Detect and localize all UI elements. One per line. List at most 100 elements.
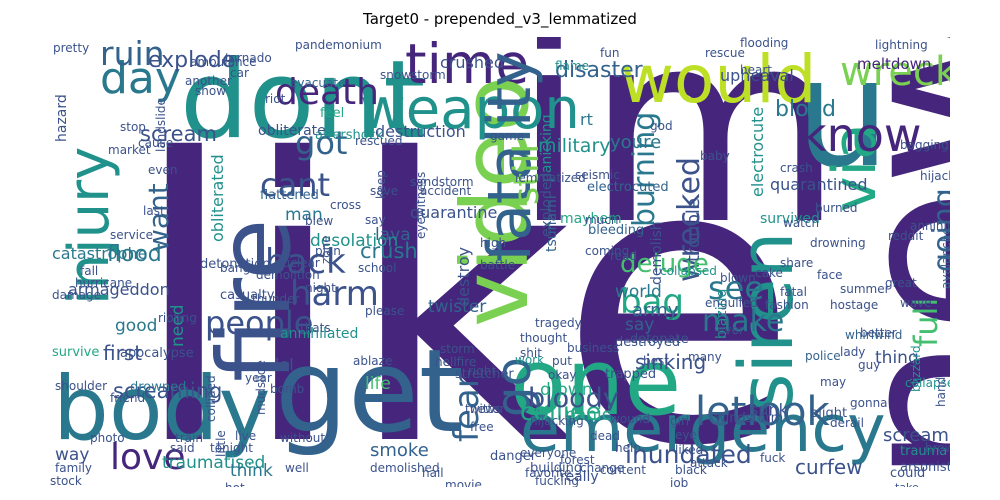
word-windstorm: windstorm	[715, 411, 784, 426]
word-body: body	[53, 357, 271, 460]
word-may: may	[820, 375, 847, 389]
word-annihilated: annihilated	[280, 326, 359, 342]
word-flattened: flattened	[260, 188, 319, 203]
word-detonation: detonation	[200, 257, 271, 272]
word-thunder: thunder	[252, 292, 300, 306]
word-see: see	[708, 269, 765, 307]
word-electrocuted: electrocuted	[587, 180, 669, 195]
word-high: high	[480, 236, 507, 250]
word-apocalypse: apocalypse	[120, 346, 194, 361]
word-hijacking: hijacking	[530, 414, 584, 428]
word-love: love	[110, 437, 186, 478]
word-bang: bang	[220, 261, 251, 275]
word-first: first	[103, 341, 143, 365]
word-demolition: demolition	[256, 268, 320, 282]
word-back: back	[265, 242, 346, 282]
word-snowstorm: snowstorm	[380, 68, 446, 82]
word-cloud: like im new dont u get body one emergency would ti…	[50, 37, 950, 487]
word-rt: rt	[580, 110, 593, 129]
word-face: face	[817, 268, 843, 282]
word-pandemonium: pandemonium	[295, 38, 382, 52]
word-stretcher: stretcher	[455, 367, 514, 382]
word-trouble: trouble	[683, 198, 704, 262]
word-free: free	[470, 420, 494, 434]
word-ablaze: ablaze	[353, 354, 393, 368]
word-ambulance: ambulance	[190, 55, 257, 69]
word-avalanche: avalanche	[939, 227, 950, 289]
word-drowning: drowning	[810, 236, 866, 250]
word-crushed: crushed	[440, 53, 504, 72]
word-engulfed: engulfed	[705, 296, 758, 310]
word-flood: flood	[107, 242, 162, 267]
word-say: say	[625, 315, 655, 335]
word-black: black	[675, 463, 707, 477]
word-seismic: seismic	[575, 168, 620, 182]
word-eye: eye	[675, 428, 697, 442]
word-destruction: destruction	[375, 122, 466, 141]
word-best: best	[643, 354, 669, 368]
word-hijack: hijack	[920, 169, 950, 183]
word-fun: fun	[600, 46, 620, 60]
word-destroyed: destroyed	[615, 335, 681, 350]
word-lemmatized: lemmatized	[515, 171, 586, 185]
word-girl: girl	[670, 414, 690, 428]
word-whirlwind: whirlwind	[845, 328, 903, 342]
word-guy: guy	[858, 358, 881, 372]
word-bomb: bomb	[270, 382, 305, 396]
word-traumatised: traumatised	[162, 453, 266, 473]
word-share: share	[780, 256, 814, 270]
word-mudslide: mudslide	[254, 360, 268, 415]
word-youre: youre	[610, 132, 662, 153]
word-cake: cake	[755, 266, 783, 280]
word-evacuate: evacuate	[290, 76, 346, 90]
word-dead: dead	[590, 429, 620, 443]
word-upheaval: upheaval	[720, 66, 794, 85]
word-tornado: tornado	[225, 51, 272, 65]
word-obliterate: obliterate	[258, 123, 326, 139]
word-electrocute: electrocute	[748, 106, 767, 197]
word-quarantined: quarantined	[770, 175, 868, 194]
word-even: even	[148, 163, 178, 177]
word-bagging: bagging	[900, 138, 949, 152]
word-wound: wound	[610, 412, 650, 426]
word-market: market	[108, 143, 151, 157]
word-twister: twister	[428, 297, 487, 317]
word-lava: lava	[375, 225, 411, 245]
word-think: think	[230, 461, 273, 481]
word-train: train	[175, 431, 203, 445]
word-service: service	[110, 228, 153, 242]
word-could: could	[890, 466, 926, 481]
word-way: way	[55, 445, 90, 465]
word-cross: cross	[330, 198, 362, 212]
word-blew: blew	[305, 214, 334, 228]
word-flame: flame	[555, 59, 589, 73]
word-got: got	[295, 124, 348, 162]
word-letlook: letlook	[695, 389, 830, 435]
word-time: time	[405, 37, 530, 96]
word-feel: feel	[320, 106, 345, 121]
word-tsunami: tsunami	[544, 195, 560, 252]
word-thats: thats	[300, 321, 331, 335]
word-bag: bag	[620, 282, 684, 322]
word-little: little	[214, 430, 228, 457]
word-pretty: pretty	[53, 41, 90, 55]
word-wreck: wreck	[840, 49, 950, 95]
word-night: night	[305, 281, 336, 295]
word-hurricane: hurricane	[75, 276, 133, 290]
word-zone: zone	[319, 235, 333, 264]
word-without: without	[280, 431, 326, 445]
word-destroy: destroy	[454, 246, 473, 307]
word-tragedy: tragedy	[535, 316, 582, 330]
word-rescue: rescue	[705, 46, 745, 60]
word-death: death	[275, 72, 379, 113]
word-dont: dont	[180, 38, 426, 163]
word-cause: cause	[138, 136, 174, 150]
word-day: day	[100, 53, 181, 104]
word-job: job	[670, 476, 689, 487]
word-ruin: ruin	[100, 37, 165, 73]
word-curfew: curfew	[795, 455, 863, 479]
word-good: good	[115, 316, 158, 336]
word-building: building	[530, 461, 583, 476]
word-fuck: fuck	[760, 451, 786, 465]
word-detonate: detonate	[630, 332, 689, 347]
